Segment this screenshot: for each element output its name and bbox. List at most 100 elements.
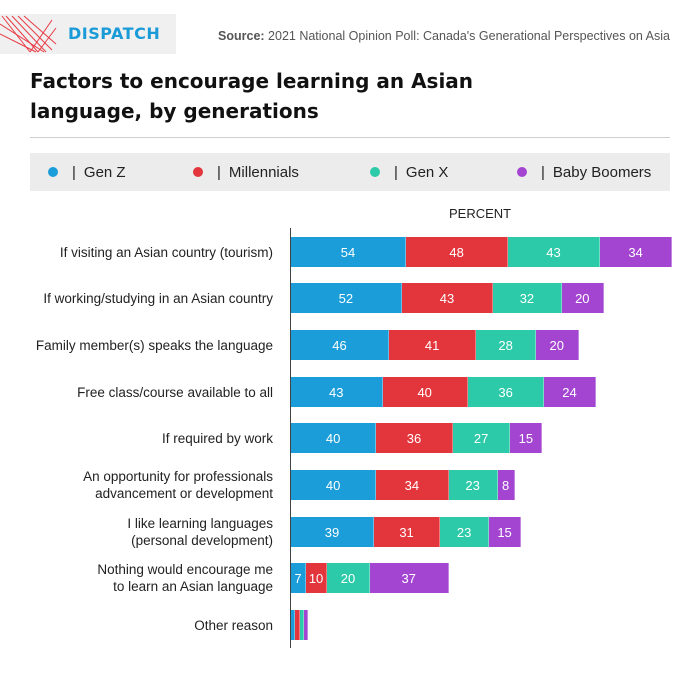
legend-item-gen-z: | Gen Z [48,153,126,191]
bar-segment-gen-x [299,610,304,640]
data-label: 41 [424,337,440,353]
data-label: 43 [439,290,455,306]
category-label: If visiting an Asian country (tourism) [59,244,273,260]
bar-segment-gen-x: 23 [448,470,498,500]
legend-label-baby-boomers: Baby Boomers [552,163,652,181]
data-label: 20 [549,337,564,353]
legend-label-gen-z: Gen Z [83,163,126,181]
bar-segment-baby-boomers: 15 [510,423,543,453]
bar-segment-baby-boomers: 34 [599,237,673,267]
title-divider [30,137,670,138]
data-label: 8 [502,477,510,493]
y-axis-line [290,228,291,648]
bar-segment-gen-x: 32 [493,283,562,313]
legend-item-gen-x: | Gen X [370,153,448,191]
data-label: 43 [329,384,344,400]
bar-segment-millennials: 36 [376,423,453,453]
bar-segment-millennials: 34 [376,470,449,500]
bar-segment-millennials: 43 [401,283,494,313]
bar-segment-gen-z: 40 [291,423,377,453]
data-label: 40 [417,384,432,400]
category-label: If required by work [161,430,273,446]
bar-segment-gen-x: 23 [440,517,490,547]
data-label: 54 [340,244,356,260]
data-label: 37 [401,570,416,586]
data-label: 27 [473,430,489,446]
data-label: 48 [449,244,464,260]
legend-dot-baby-boomers [517,167,527,177]
bar-segment-millennials: 41 [388,330,477,360]
legend-label-millennials: Millennials [228,163,299,181]
category-label: Family member(s) speaks the language [35,337,273,353]
data-label: 36 [406,430,422,446]
bar-segment-gen-z: 7 [291,563,306,593]
bar-segment-gen-x: 28 [476,330,536,360]
category-label: I like learning languages (personal devel… [127,516,273,548]
category-label: Free class/course available to all [77,384,273,400]
legend-label-gen-x: Gen X [405,163,449,181]
legend-item-millennials: | Millennials [193,153,299,191]
data-label: 46 [332,337,347,353]
data-label: 40 [325,477,341,493]
legend-separator: | [217,163,221,181]
data-label: 15 [497,524,512,540]
logo-lines-icon [0,15,57,53]
legend-dot-gen-z [48,167,58,177]
data-label: 20 [340,570,356,586]
bar-segment-gen-x: 20 [327,563,370,593]
data-label: 15 [518,430,534,446]
bar-segment-gen-z [291,610,296,640]
x-axis-label: PERCENT [449,206,512,221]
bar-segment-millennials [295,610,300,640]
data-label: 52 [338,290,354,306]
legend-dot-millennials [193,167,203,177]
bar-segment-millennials: 40 [382,377,468,407]
data-label: 20 [575,290,590,306]
legend: | Gen Z | Millennials | Gen X | Baby Boo… [30,153,670,191]
data-label: 34 [628,244,643,260]
data-label: 23 [456,524,472,540]
bar-segment-baby-boomers: 15 [489,517,522,547]
data-label: 31 [399,524,414,540]
legend-item-baby-boomers: | Baby Boomers [517,153,651,191]
bar-segment-gen-z: 54 [291,237,407,267]
bar-segment-millennials: 48 [406,237,509,267]
bar-segment-gen-x: 43 [508,237,600,267]
data-label: 43 [546,244,561,260]
legend-separator: | [394,163,398,181]
bar-segment-baby-boomers: 20 [561,283,605,313]
source-text: 2021 National Opinion Poll: Canada's Gen… [268,29,670,43]
bar-segment-gen-x: 36 [467,377,545,407]
logo-text: DISPATCH [68,24,161,43]
legend-dot-gen-x [370,167,380,177]
bar-segment-baby-boomers: 8 [497,470,515,500]
source-label: Source: [218,29,265,43]
bar-segment-baby-boomers: 24 [544,377,596,407]
bar-segment-baby-boomers: 37 [369,563,449,593]
data-label: 32 [519,290,535,306]
legend-separator: | [541,163,545,181]
bar-segment-millennials: 31 [374,517,441,547]
bar-segment-gen-z: 52 [291,283,402,313]
bar-segment-millennials: 10 [305,563,328,593]
data-label: 40 [325,430,341,446]
bar-segment-gen-z: 40 [291,470,377,500]
bar-segment-baby-boomers [303,610,309,640]
data-label: 24 [562,384,577,400]
data-label: 34 [404,477,420,493]
bar-segment-gen-x: 27 [452,423,511,453]
bar-segment-gen-z: 39 [291,517,375,547]
legend-separator: | [72,163,76,181]
data-label: 36 [498,384,513,400]
data-label: 39 [324,524,340,540]
data-label: 28 [498,337,513,353]
data-label: 10 [308,570,324,586]
chart-title: Factors to encourage learning an Asian l… [30,69,474,123]
data-label: 23 [465,477,480,493]
category-label: Other reason [194,617,273,633]
logo: DISPATCH [0,14,176,54]
bar-segment-baby-boomers: 20 [535,330,579,360]
category-label: If working/studying in an Asian country [43,290,273,306]
source-note: Source: 2021 National Opinion Poll: Cana… [218,29,670,43]
bar-segment-gen-z: 46 [291,330,389,360]
